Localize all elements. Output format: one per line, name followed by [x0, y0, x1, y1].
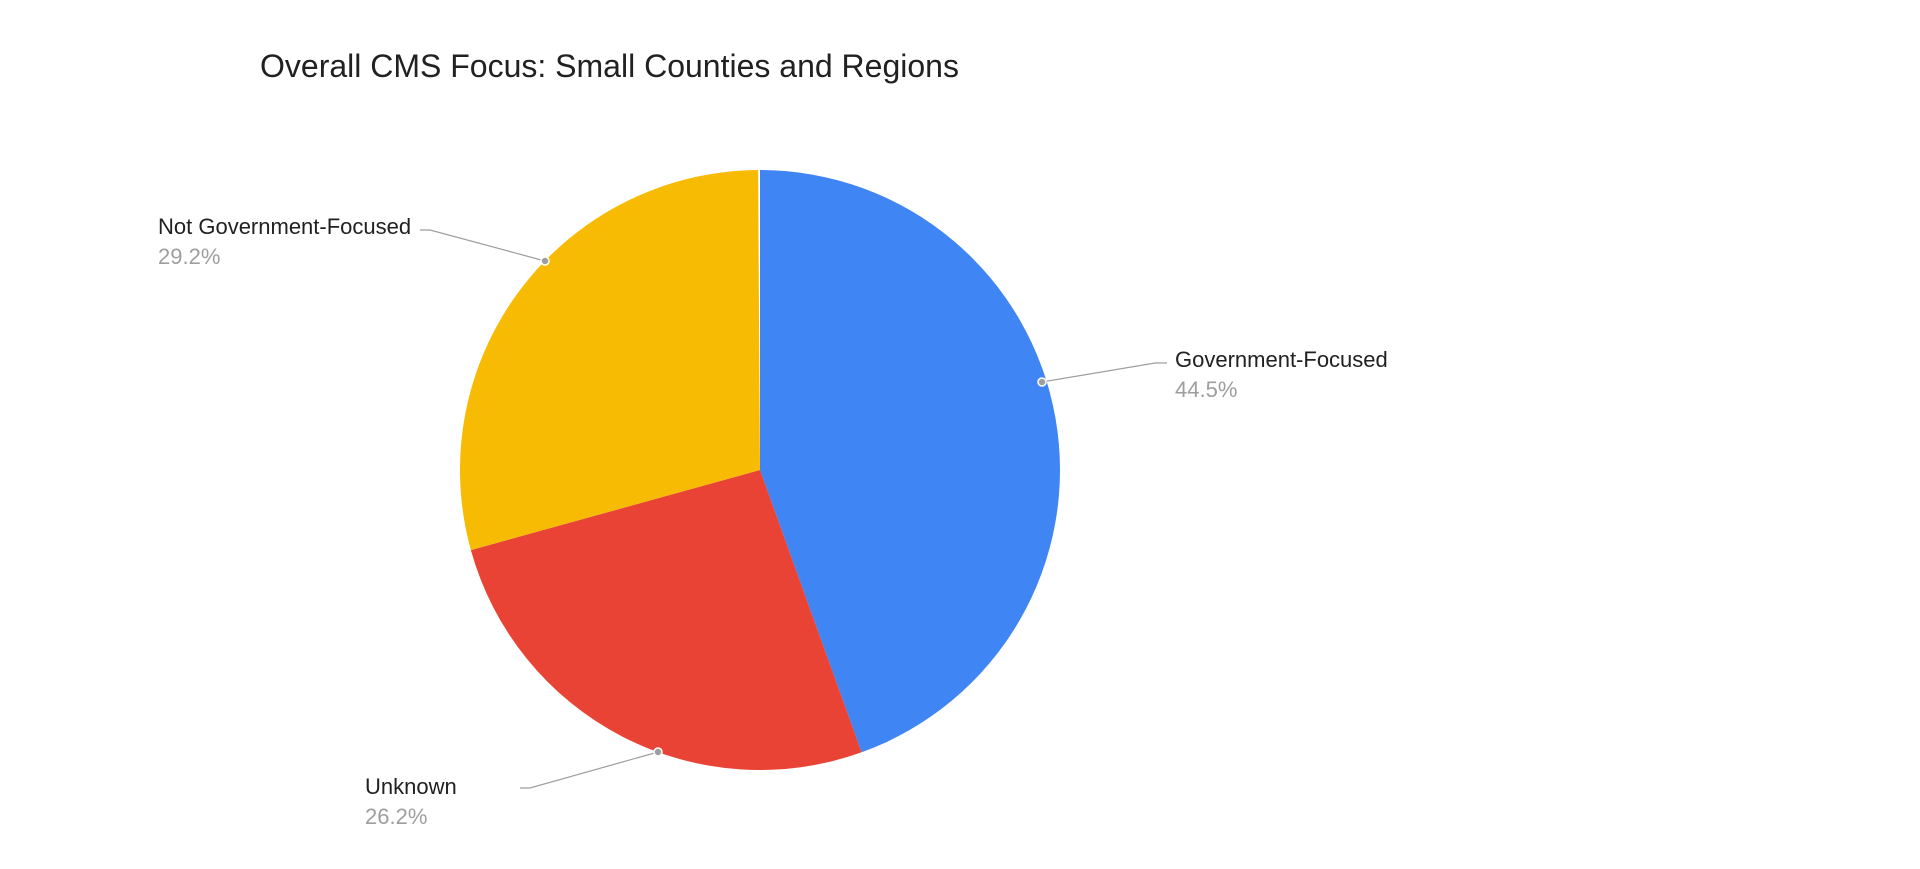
pie-svg: [0, 0, 1920, 869]
slice-label: Not Government-Focused29.2%: [158, 212, 411, 271]
slice-label-name: Government-Focused: [1175, 345, 1388, 375]
slice-label-percent: 26.2%: [365, 802, 457, 832]
leader-marker: [654, 748, 662, 756]
pie-chart: Overall CMS Focus: Small Counties and Re…: [0, 0, 1920, 869]
slice-label-percent: 29.2%: [158, 242, 411, 272]
slice-label: Unknown26.2%: [365, 772, 457, 831]
leader-line: [1042, 363, 1167, 382]
leader-marker: [541, 257, 549, 265]
slice-label-percent: 44.5%: [1175, 375, 1388, 405]
slice-label-name: Not Government-Focused: [158, 212, 411, 242]
leader-line: [420, 230, 545, 261]
slice-label: Government-Focused44.5%: [1175, 345, 1388, 404]
leader-marker: [1038, 378, 1046, 386]
leader-line: [520, 752, 658, 788]
slice-label-name: Unknown: [365, 772, 457, 802]
